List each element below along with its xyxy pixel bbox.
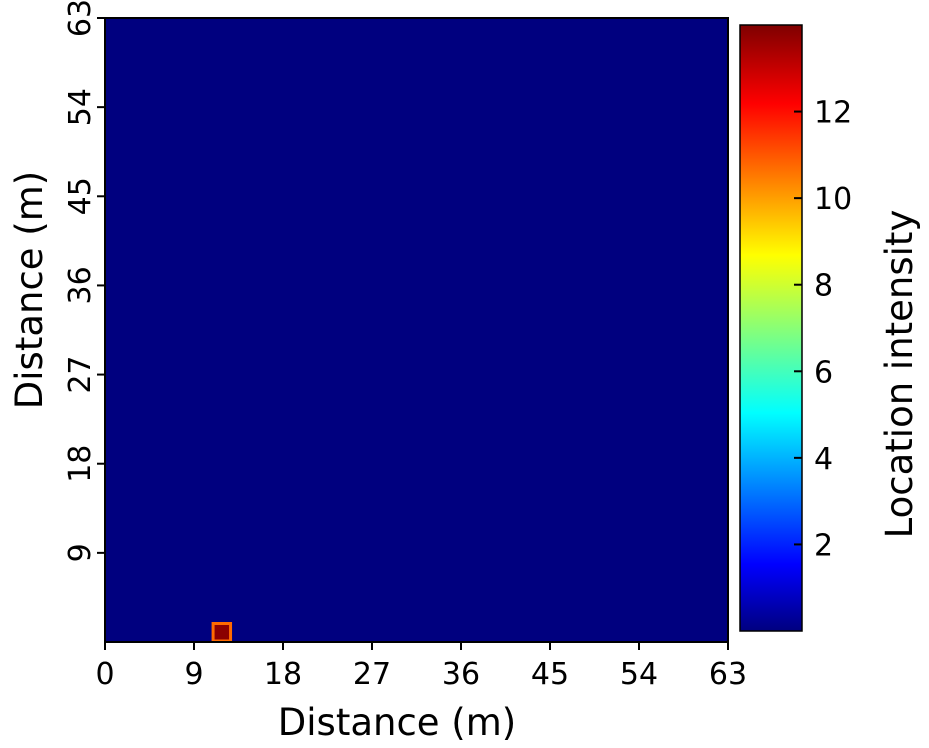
y-tick-label: 45 [63, 177, 98, 215]
x-tick-label: 18 [264, 657, 302, 692]
x-tick-label: 36 [442, 657, 480, 692]
plot-frame [104, 17, 729, 643]
y-tick-label: 18 [63, 445, 98, 483]
colorbar-tick-label: 6 [814, 355, 833, 390]
x-axis-title: Distance (m) [278, 701, 516, 744]
x-tick-label: 54 [620, 657, 658, 692]
colorbar-tick-label: 10 [814, 182, 852, 217]
y-axis-title: Distance (m) [8, 171, 51, 409]
y-tick-label: 63 [63, 0, 98, 37]
plot-area [105, 18, 728, 642]
colorbar-tick-label: 8 [814, 269, 833, 304]
y-tick-label: 27 [63, 355, 98, 393]
x-tick-label: 27 [353, 657, 391, 692]
colorbar-tick-label: 2 [814, 528, 833, 563]
y-tick-label: 36 [63, 266, 98, 304]
colorbar [739, 24, 803, 632]
y-tick-label: 9 [63, 543, 98, 562]
x-tick-label: 45 [531, 657, 569, 692]
colorbar-tick-label: 4 [814, 442, 833, 477]
hotspot-cell [211, 622, 233, 643]
x-tick-label: 63 [709, 657, 747, 692]
x-tick-label: 9 [184, 657, 203, 692]
colorbar-tick-label: 12 [814, 96, 852, 131]
y-tick-label: 54 [63, 88, 98, 126]
x-tick-label: 0 [95, 657, 114, 692]
colorbar-title: Location intensity [878, 210, 921, 539]
